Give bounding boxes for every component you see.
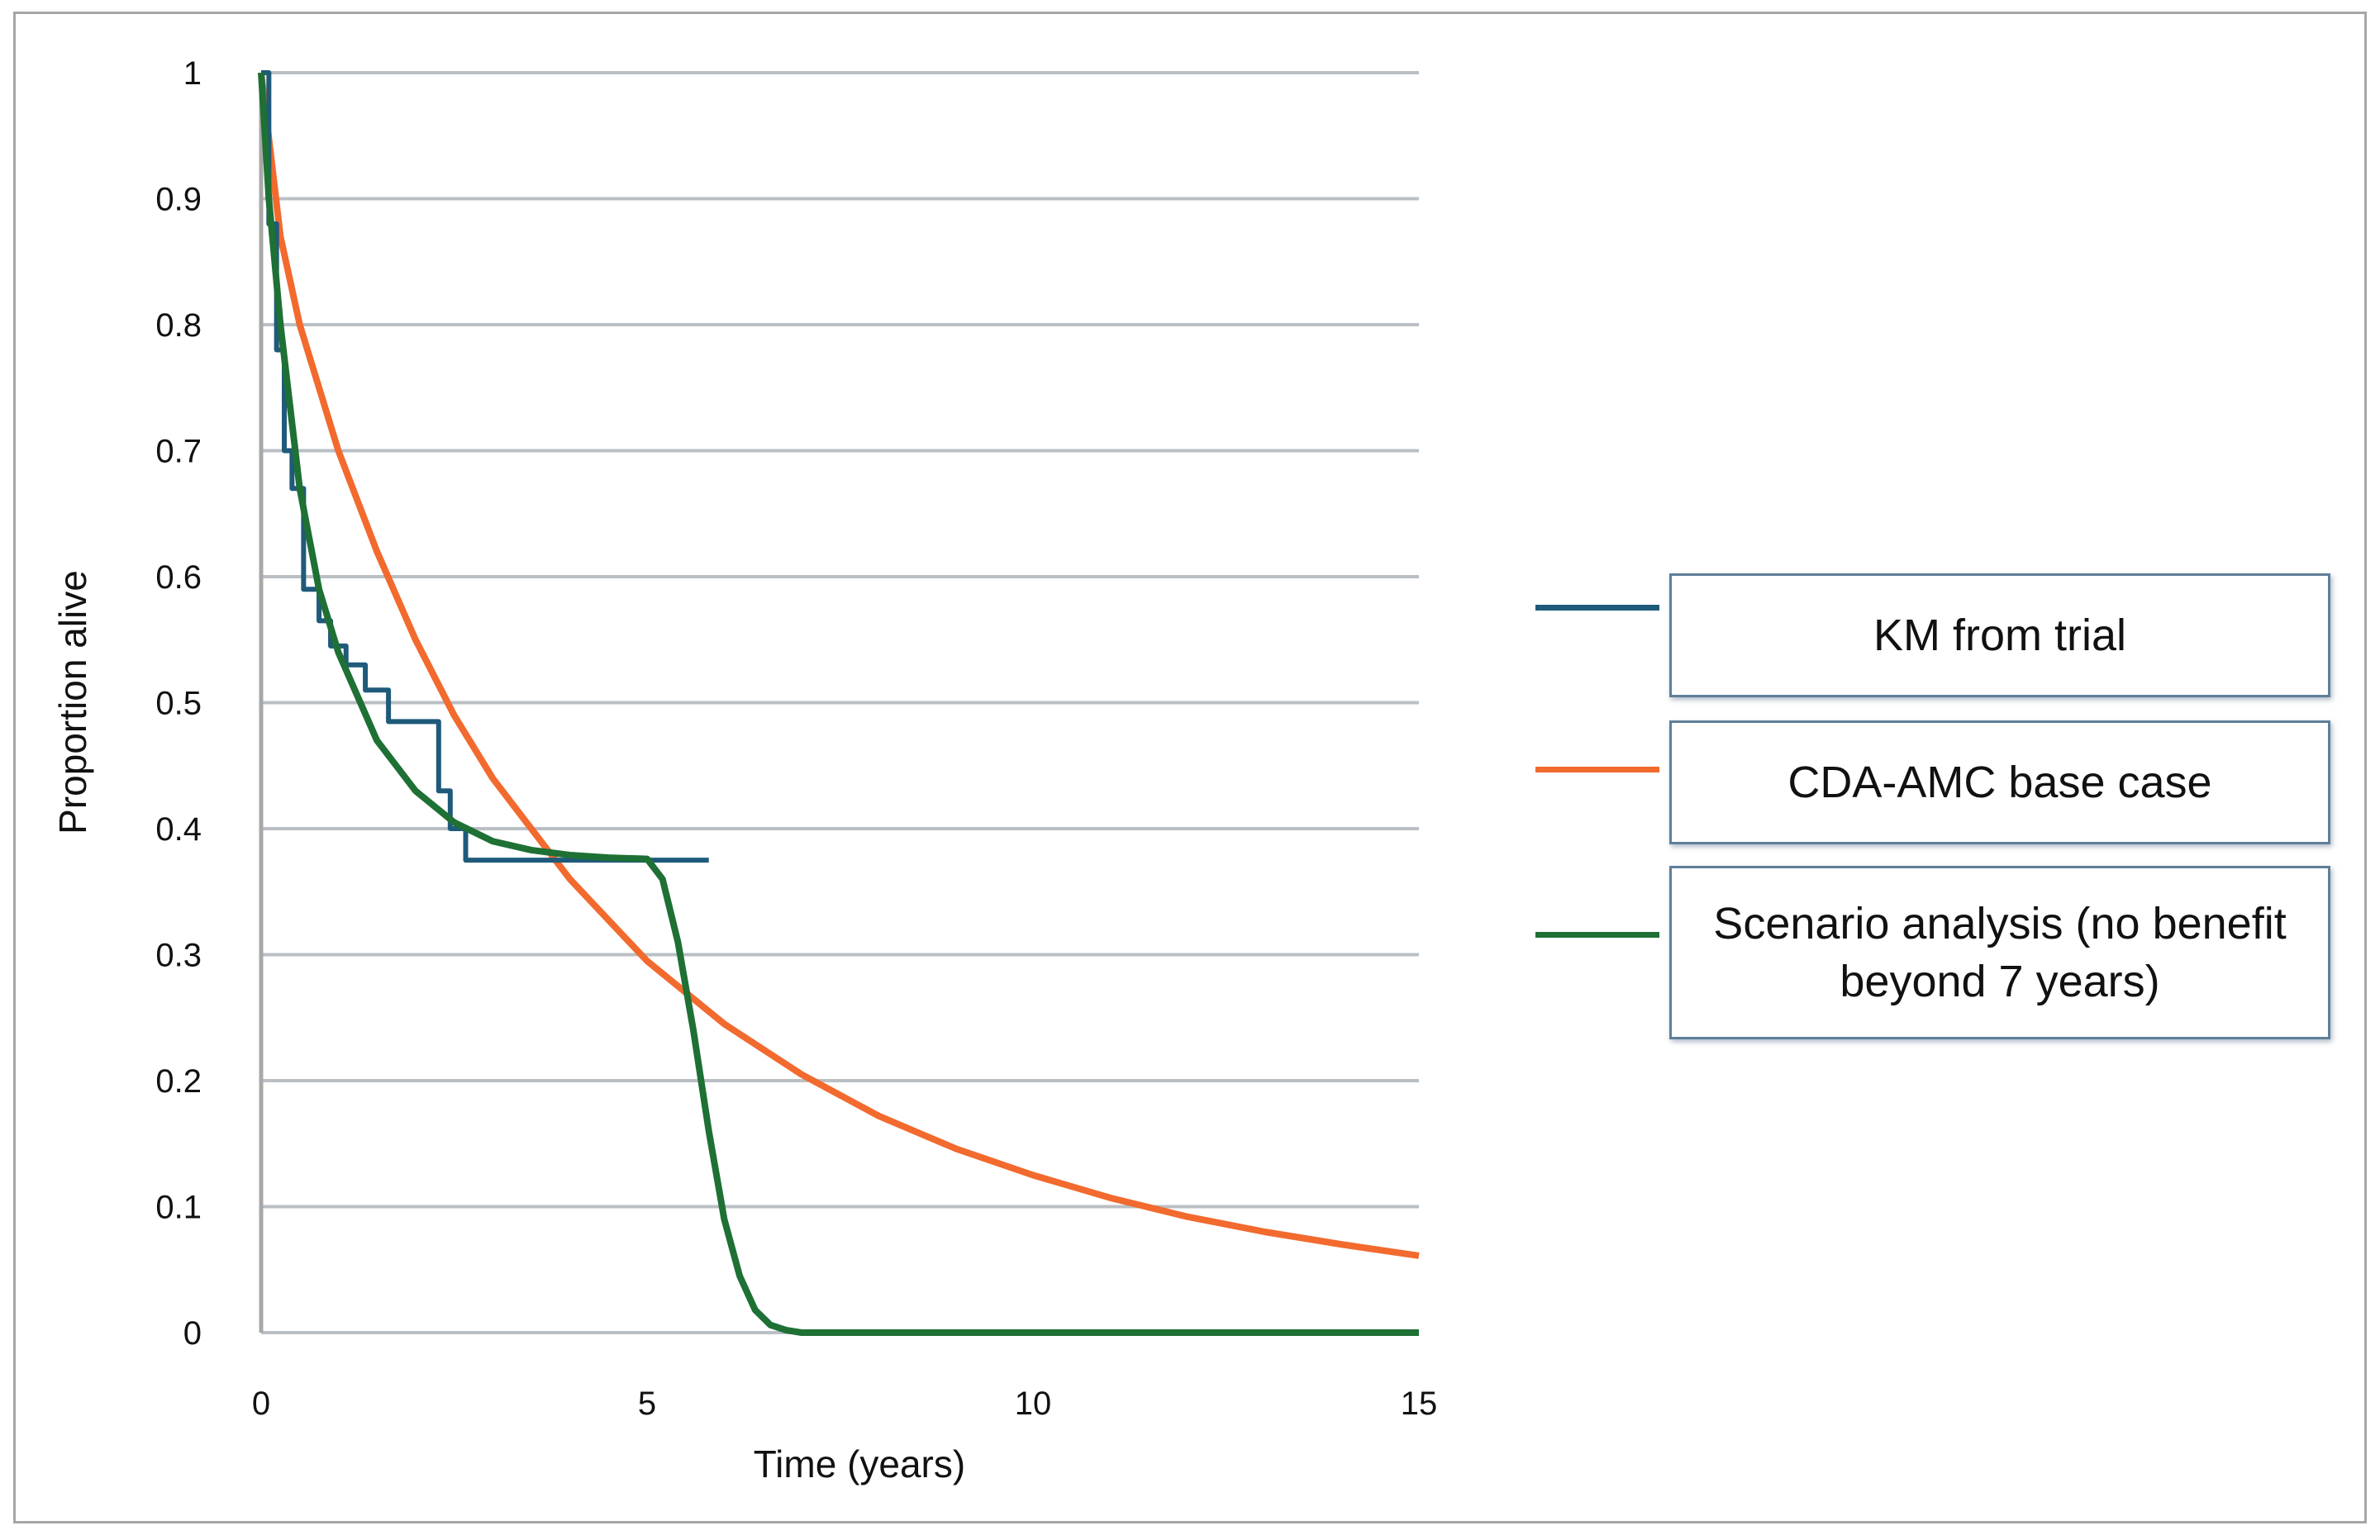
x-tick-label: 0 — [252, 1386, 270, 1422]
series-line-0 — [261, 70, 709, 863]
x-tick-label: 10 — [1015, 1386, 1052, 1422]
y-tick-label: 0.9 — [155, 182, 202, 218]
y-tick-label: 0 — [183, 1315, 202, 1352]
series-line-1 — [258, 72, 1420, 1259]
y-tick-label: 0.8 — [155, 307, 202, 344]
legend-label: Scenario analysis (no benefit beyond 7 y… — [1713, 898, 2287, 1006]
y-tick-label: 0.6 — [155, 559, 202, 596]
legend-item-scenario: Scenario analysis (no benefit beyond 7 y… — [1669, 866, 2330, 1039]
y-tick-label: 0.3 — [155, 938, 202, 974]
x-tick-label: 5 — [638, 1386, 656, 1422]
legend-label: CDA-AMC base case — [1787, 757, 2212, 807]
legend-item-km: KM from trial — [1669, 573, 2330, 697]
legend-swatch-base-case — [1535, 767, 1659, 772]
legend-label: KM from trial — [1873, 610, 2127, 660]
y-tick-label: 0.2 — [155, 1063, 202, 1100]
y-tick-label: 0.7 — [155, 434, 202, 470]
series-line-2 — [258, 72, 1419, 1336]
y-axis-label: Proportion alive — [51, 570, 94, 834]
y-tick-label: 0.4 — [155, 811, 202, 848]
y-tick-label: 0.5 — [155, 686, 202, 722]
x-tick-label: 15 — [1401, 1386, 1438, 1422]
legend-swatch-scenario — [1535, 932, 1659, 938]
legend-swatch-km — [1535, 605, 1659, 611]
legend-item-base-case: CDA-AMC base case — [1669, 720, 2330, 844]
y-tick-label: 0.1 — [155, 1190, 202, 1226]
chart-frame — [13, 12, 2367, 1523]
x-axis-label: Time (years) — [754, 1443, 965, 1485]
y-tick-label: 1 — [183, 55, 202, 92]
